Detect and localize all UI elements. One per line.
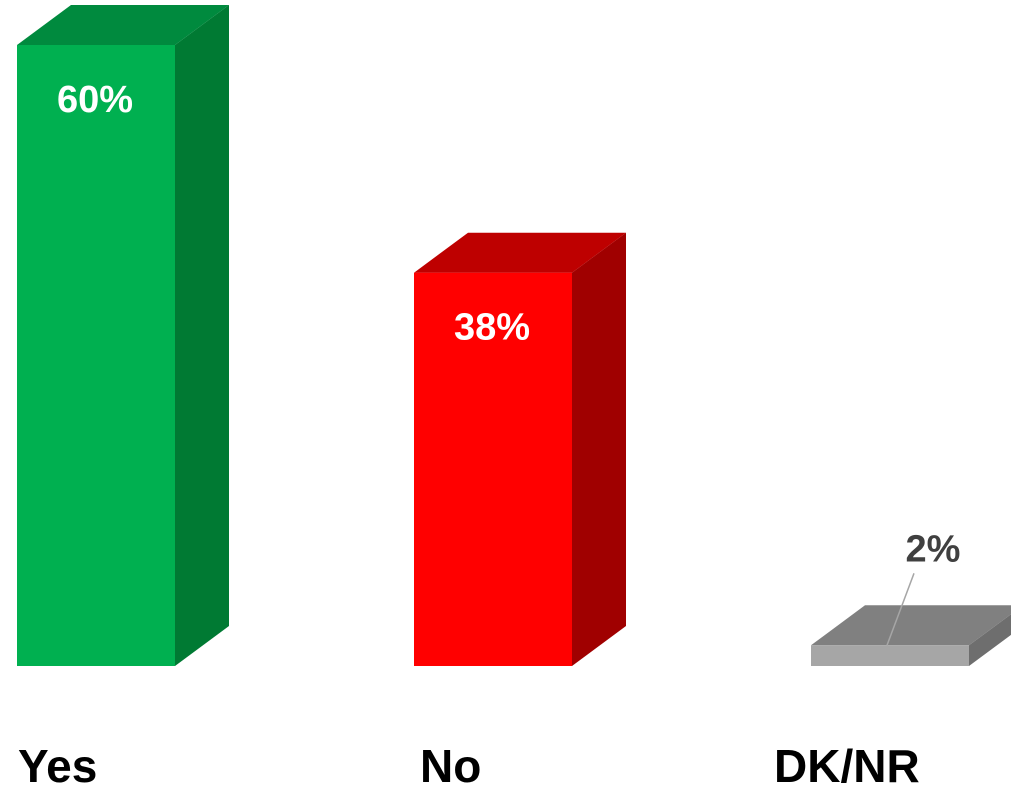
data-label-no: 38% [454,307,530,349]
bar-no [414,272,572,666]
category-label-yes: Yes [18,740,97,791]
category-label-dk-nr: DK/NR [774,740,920,791]
bar-top-no [414,232,626,273]
category-label-no: No [420,740,481,791]
bar-side-no [572,232,626,666]
data-label-yes: 60% [57,79,133,121]
leader-line-dk-nr [886,573,915,646]
bar-side-dk-nr [969,614,1011,666]
bar-top-yes [17,5,229,45]
bar-yes [17,45,175,666]
bar-side-yes [175,5,229,666]
bar-dk-nr [811,645,969,666]
data-label-dk-nr: 2% [906,528,961,570]
bar-top-dk-nr [811,605,1011,646]
